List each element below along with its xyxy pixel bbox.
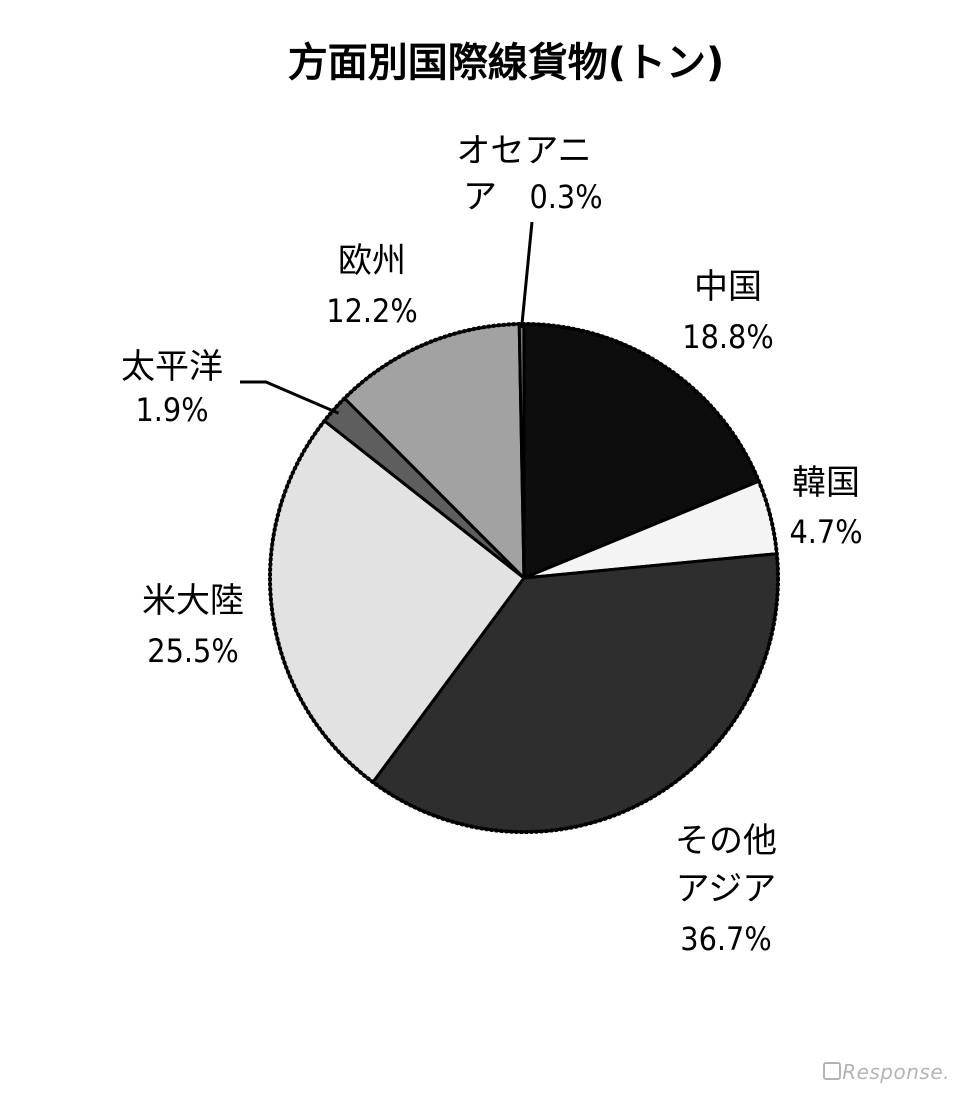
slice-label-0: 中国 xyxy=(694,267,762,307)
leader-line-oceania xyxy=(522,222,532,328)
response-logo-icon xyxy=(823,1062,841,1080)
slice-label-5: 欧州 xyxy=(338,241,406,281)
slice-label-6-line-1: オセアニ xyxy=(456,131,591,171)
slice-value-1: 4.7% xyxy=(789,513,862,551)
pie-slices xyxy=(270,324,778,832)
leader-line-pacific xyxy=(240,382,339,413)
slice-value-0: 18.8% xyxy=(682,318,773,356)
slice-value-2: 36.7% xyxy=(680,920,771,958)
slice-value-3: 25.5% xyxy=(147,632,238,670)
slice-label-3: 米大陸 xyxy=(142,581,244,621)
slice-value-6: 0.3% xyxy=(529,178,602,216)
slice-label-1: 韓国 xyxy=(792,463,860,503)
slice-label-4: 太平洋 xyxy=(121,347,223,387)
chart-title: 方面別国際線貨物(トン) xyxy=(288,40,725,86)
response-watermark: Response. xyxy=(823,1060,950,1084)
slice-label-2-line-2: アジア xyxy=(676,869,777,909)
slice-label-6-line-2: ア xyxy=(463,177,497,217)
slice-value-4: 1.9% xyxy=(135,391,208,429)
watermark-text: Response. xyxy=(842,1060,950,1084)
slice-label-2-line-1: その他 xyxy=(675,821,777,861)
slice-value-5: 12.2% xyxy=(326,292,417,330)
